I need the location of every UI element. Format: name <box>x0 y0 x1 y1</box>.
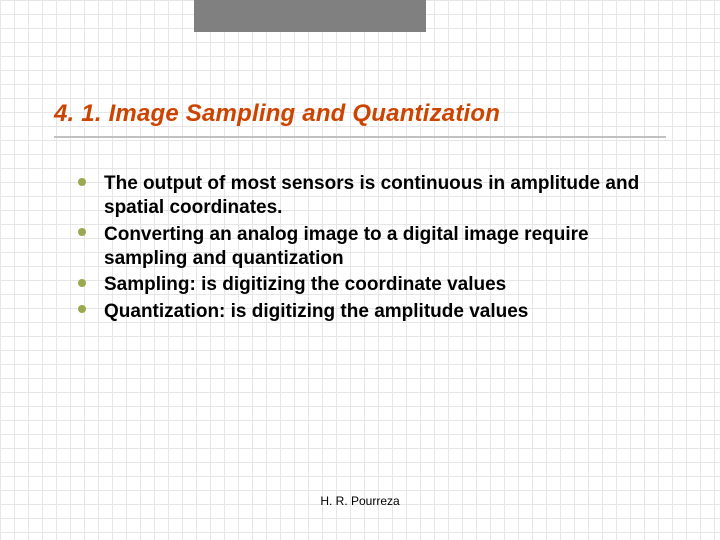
bullet-icon <box>78 178 86 186</box>
bullet-icon <box>78 279 86 287</box>
top-accent-bar <box>194 0 426 32</box>
bullet-text: The output of most sensors is continuous… <box>104 173 639 218</box>
bullet-list: The output of most sensors is continuous… <box>78 172 658 324</box>
list-item: Sampling: is digitizing the coordinate v… <box>78 273 658 297</box>
bullet-text: Converting an analog image to a digital … <box>104 224 589 269</box>
slide: 4. 1. Image Sampling and Quantization Th… <box>0 0 720 540</box>
list-item: Quantization: is digitizing the amplitud… <box>78 300 658 324</box>
bullet-text: Quantization: is digitizing the amplitud… <box>104 301 528 322</box>
footer-author: H. R. Pourreza <box>0 494 720 508</box>
bullet-icon <box>78 305 86 313</box>
list-item: Converting an analog image to a digital … <box>78 223 658 272</box>
list-item: The output of most sensors is continuous… <box>78 172 658 221</box>
content-area: The output of most sensors is continuous… <box>78 172 658 326</box>
bullet-text: Sampling: is digitizing the coordinate v… <box>104 274 506 295</box>
slide-title: 4. 1. Image Sampling and Quantization <box>54 100 500 128</box>
title-underline <box>54 136 666 138</box>
bullet-icon <box>78 228 86 236</box>
